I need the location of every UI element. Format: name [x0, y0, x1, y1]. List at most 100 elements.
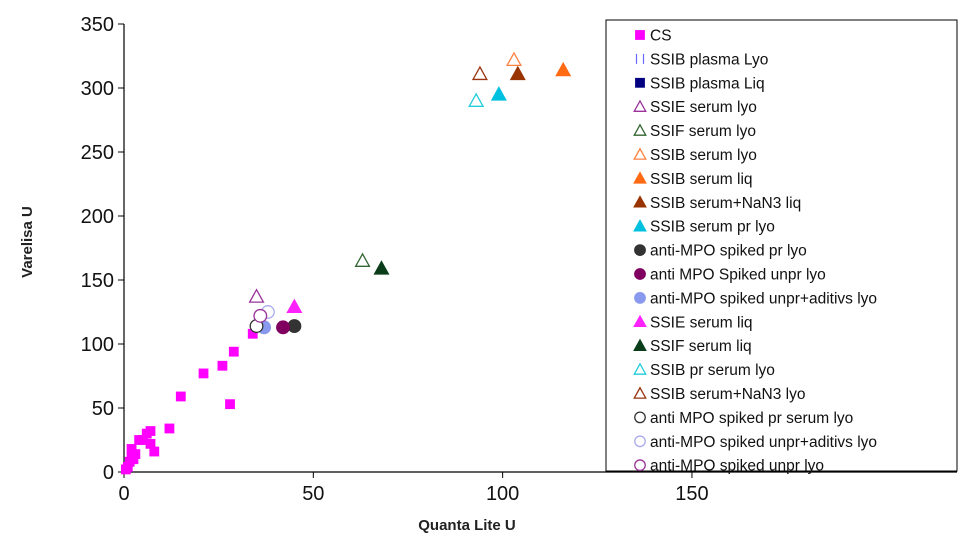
- data-point: [276, 320, 290, 335]
- legend-item: anti-MPO spiked unpr lyo: [634, 458, 824, 475]
- data-point: [354, 252, 371, 267]
- legend-label: anti-MPO spiked unpr+aditivs lyo: [650, 290, 877, 307]
- series-4: [354, 252, 371, 267]
- data-point: [505, 51, 523, 67]
- legend-marker: [633, 99, 647, 112]
- data-point: [145, 426, 156, 436]
- legend-label: CS: [650, 28, 672, 45]
- series-18: [253, 308, 268, 323]
- data-point: [130, 449, 141, 459]
- legend-marker: [635, 30, 645, 40]
- legend-box: [605, 19, 958, 472]
- legend-label: SSIF serum liq: [650, 338, 752, 355]
- series-12: [286, 298, 303, 314]
- y-tick-label: 50: [92, 398, 114, 420]
- x-tick-label: 150: [675, 483, 708, 505]
- data-point: [468, 92, 485, 107]
- data-point: [164, 423, 175, 434]
- series-8: [490, 86, 507, 101]
- legend-item: anti MPO spiked pr serum lyo: [634, 410, 853, 427]
- data-point: [175, 391, 186, 402]
- series-0: [120, 328, 258, 475]
- data-point: [217, 360, 228, 371]
- series-3: [248, 288, 265, 303]
- legend-item: SSIE serum liq: [633, 314, 753, 331]
- legend-marker: [633, 123, 647, 136]
- series-6: [555, 61, 572, 77]
- legend-item: anti-MPO spiked pr lyo: [634, 243, 807, 260]
- legend-label: anti-MPO spiked pr lyo: [650, 243, 807, 260]
- legend-marker: [633, 386, 647, 399]
- legend-label: SSIB pr serum lyo: [650, 362, 775, 379]
- legend-item: SSIF serum lyo: [633, 123, 756, 140]
- data-point: [248, 288, 265, 303]
- legend-marker: [634, 291, 646, 304]
- x-tick-label: 100: [486, 483, 519, 505]
- x-axis-title: Quanta Lite U: [418, 517, 516, 534]
- y-tick-label: 300: [81, 78, 114, 100]
- legend-item: SSIB serum+NaN3 lyo: [633, 386, 806, 403]
- data-point: [555, 61, 572, 77]
- legend-marker: [634, 435, 646, 448]
- data-point: [373, 260, 390, 275]
- legend-label: anti MPO Spiked unpr lyo: [650, 267, 826, 284]
- legend-item: SSIF serum liq: [633, 338, 752, 355]
- legend-item: SSIB serum pr lyo: [633, 219, 775, 236]
- legend-label: SSIE serum lyo: [650, 99, 757, 116]
- data-point: [286, 298, 303, 314]
- legend-item: anti-MPO spiked unpr+aditivs lyo: [634, 434, 877, 451]
- series-7: [509, 65, 526, 81]
- data-point: [490, 86, 507, 101]
- legend-label: SSIF serum lyo: [650, 123, 756, 140]
- legend-item: anti-MPO spiked unpr+aditivs lyo: [634, 290, 877, 307]
- y-tick-label: 0: [103, 462, 114, 484]
- legend-marker: [633, 219, 647, 232]
- legend-marker: [633, 195, 647, 208]
- data-point: [509, 65, 526, 81]
- legend-marker: [634, 459, 646, 472]
- legend-label: SSIB serum+NaN3 lyo: [650, 386, 806, 403]
- data-point: [225, 399, 235, 410]
- legend-marker: [634, 268, 646, 280]
- legend-item: anti MPO Spiked unpr lyo: [634, 267, 826, 284]
- legend-label: SSIB serum+NaN3 liq: [650, 195, 801, 212]
- legend-marker: [634, 411, 646, 424]
- x-tick-label: 50: [302, 483, 324, 505]
- axes: 0 50 100 150 200 250 300 350 0 50 100 150: [81, 14, 957, 505]
- series-14: [468, 92, 485, 107]
- legend-marker: [635, 53, 645, 64]
- legend-marker: [633, 147, 647, 160]
- legend-marker: [633, 362, 647, 375]
- legend-marker: [635, 77, 645, 88]
- legend-label: SSIB plasma Liq: [650, 75, 765, 92]
- legend-item: SSIB plasma Lyo: [635, 51, 768, 68]
- data-marks: [120, 51, 572, 475]
- series-10: [276, 320, 290, 335]
- y-tick-label: 350: [81, 14, 114, 36]
- data-point: [149, 446, 160, 457]
- legend-item: SSIB serum+NaN3 liq: [633, 195, 801, 212]
- legend-marker: [633, 314, 647, 328]
- y-tick-label: 100: [81, 334, 114, 356]
- data-point: [287, 319, 302, 334]
- legend-item: CS: [635, 28, 672, 45]
- legend-marker: [633, 171, 647, 184]
- series-13: [373, 260, 390, 275]
- series-5: [505, 51, 523, 67]
- legend-marker: [634, 244, 646, 257]
- legend-item: SSIE serum lyo: [633, 99, 757, 116]
- legend-item: SSIB pr serum lyo: [633, 362, 775, 379]
- legend-label: SSIB serum pr lyo: [650, 219, 775, 236]
- legend-item: SSIB serum lyo: [633, 147, 757, 164]
- y-tick-label: 250: [81, 142, 114, 164]
- legend-item: SSIB serum liq: [633, 171, 753, 188]
- legend: CS SSIB plasma Lyo SSIB plasma Liq SSIE ser…: [633, 28, 877, 475]
- legend-label: SSIE serum liq: [650, 314, 753, 331]
- legend-label: anti-MPO spiked unpr+aditivs lyo: [650, 434, 877, 451]
- legend-item: SSIB plasma Liq: [635, 75, 765, 92]
- y-tick-label: 150: [81, 270, 114, 292]
- legend-label: anti MPO spiked pr serum lyo: [650, 410, 853, 427]
- data-point: [228, 346, 239, 357]
- data-point: [198, 368, 209, 379]
